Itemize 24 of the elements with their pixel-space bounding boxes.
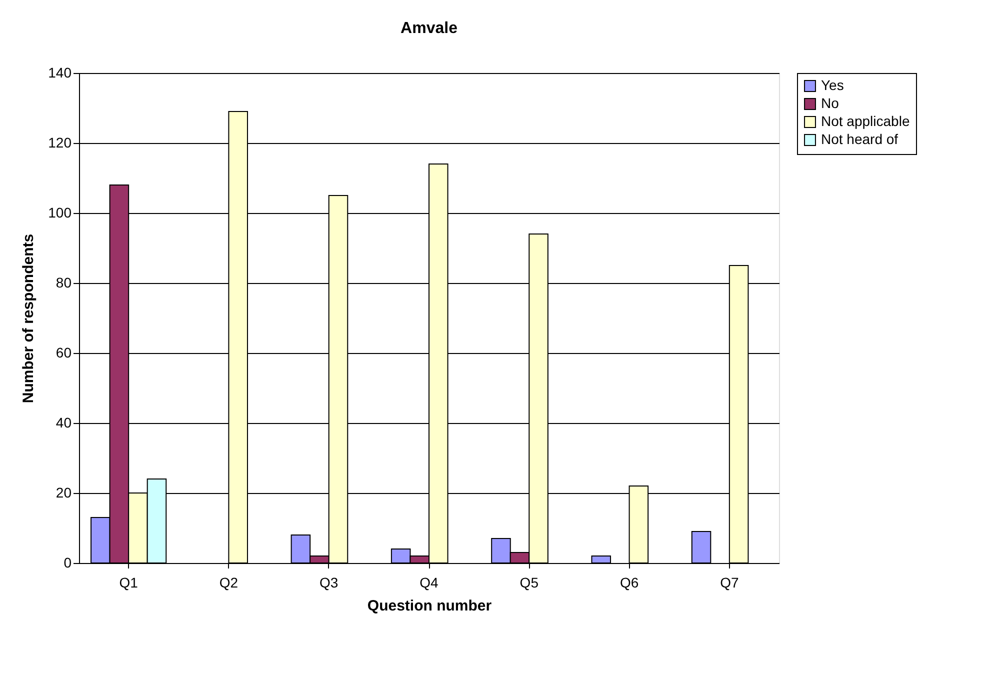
x-tick-label: Q2 [219, 574, 238, 590]
x-tick-label: Q7 [720, 574, 739, 590]
x-axis-title: Question number [367, 598, 492, 614]
bar [591, 556, 612, 564]
y-tick-label: 120 [48, 134, 72, 150]
legend-label: Not heard of [821, 131, 898, 147]
y-tick-label: 60 [56, 344, 72, 360]
y-tick-label: 140 [48, 64, 72, 80]
y-tick-label: 20 [56, 484, 72, 500]
legend-label: Yes [821, 77, 844, 93]
y-tick-label: 80 [56, 274, 72, 290]
chart-title: Amvale [400, 20, 458, 37]
legend-label: Not applicable [821, 113, 910, 129]
bar [691, 531, 712, 564]
x-tick-label: Q1 [119, 574, 138, 590]
x-tick-label: Q3 [320, 574, 338, 590]
x-tick-label: Q4 [420, 574, 439, 590]
y-axis-title: Number of respondents [20, 234, 38, 404]
x-tick-label: Q5 [520, 574, 539, 590]
x-tick-label: Q6 [620, 574, 639, 590]
legend-label: No [821, 95, 840, 111]
y-tick-label: 100 [48, 204, 72, 220]
y-tick-label: 0 [64, 554, 72, 570]
y-tick-label: 40 [56, 414, 72, 430]
